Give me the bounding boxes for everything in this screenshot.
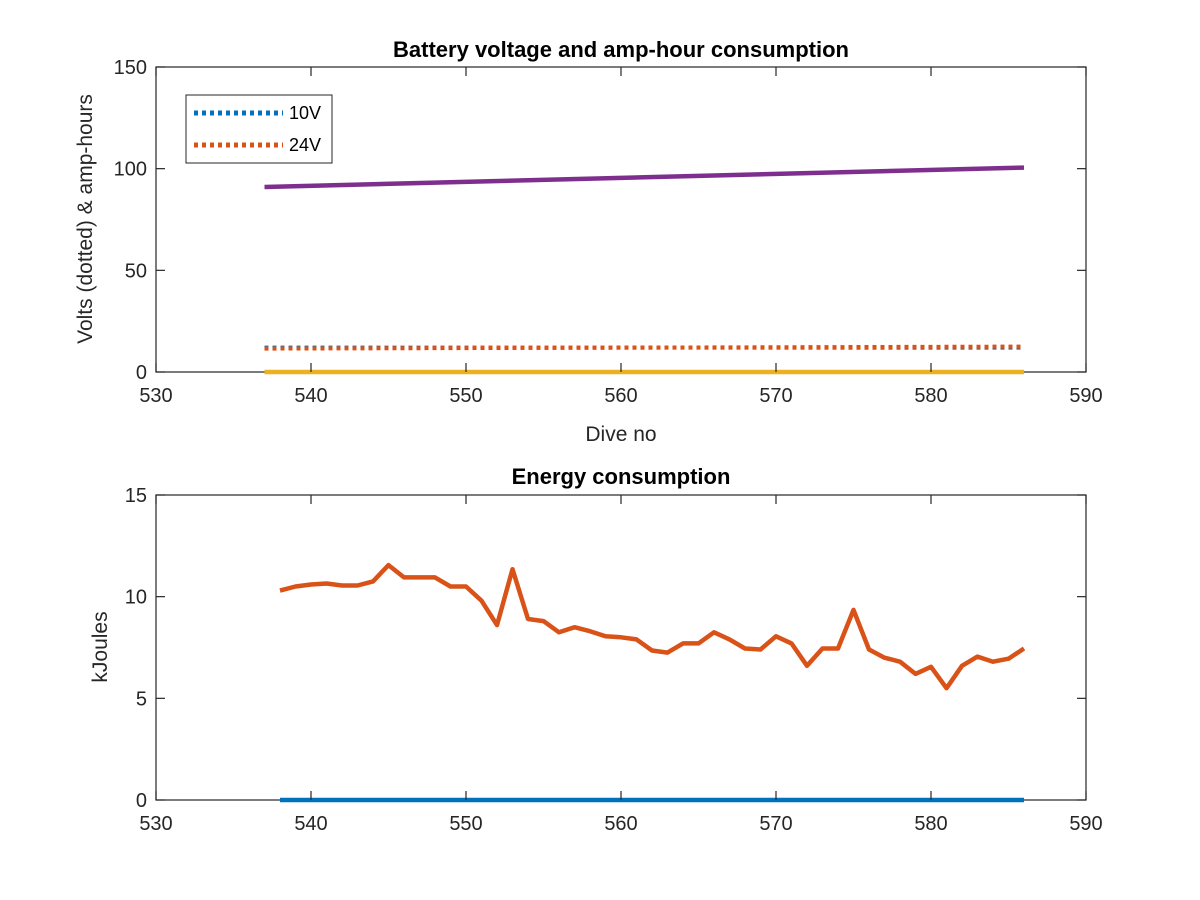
energy-chart-xtick-label: 530 bbox=[139, 813, 172, 835]
voltage-chart-ytick-label: 50 bbox=[125, 260, 147, 282]
energy-chart-xtick-label: 590 bbox=[1069, 813, 1102, 835]
voltage-chart-xtick-label: 570 bbox=[759, 385, 792, 407]
energy-chart-xtick-label: 540 bbox=[294, 813, 327, 835]
voltage-chart-ytick-label: 150 bbox=[114, 57, 147, 79]
voltage-chart-xtick-label: 550 bbox=[449, 385, 482, 407]
legend-label-24v: 24V bbox=[289, 135, 321, 155]
energy-chart-ytick-label: 10 bbox=[125, 587, 147, 609]
voltage-chart-xtick-label: 580 bbox=[914, 385, 947, 407]
energy-chart-ytick-label: 0 bbox=[136, 790, 147, 812]
energy-chart-ytick-label: 5 bbox=[136, 688, 147, 710]
energy-chart-series bbox=[279, 562, 1026, 803]
voltage-chart-legend: 10V 24V bbox=[185, 94, 333, 164]
energy-chart-series-line-2 bbox=[279, 562, 1026, 691]
energy-chart: 530 540 550 560 570 580 590 0 5 10 15 Energy consu… bbox=[89, 464, 1103, 835]
energy-chart-axes bbox=[155, 494, 1087, 801]
voltage-chart: 530 540 550 560 570 580 590 0 50 100 150 Battery v… bbox=[74, 37, 1103, 446]
energy-chart-ylabel: kJoules bbox=[89, 611, 112, 682]
energy-chart-xtick-label: 580 bbox=[914, 813, 947, 835]
voltage-chart-series-line-24v bbox=[264, 344, 1025, 351]
energy-chart-title: Energy consumption bbox=[512, 464, 731, 489]
legend-box bbox=[185, 94, 333, 164]
energy-chart-ticks: 530 540 550 560 570 580 590 0 5 10 15 bbox=[125, 485, 1103, 835]
voltage-chart-ytick-label: 100 bbox=[114, 159, 147, 181]
voltage-chart-xtick-label: 530 bbox=[139, 385, 172, 407]
energy-chart-xtick-label: 550 bbox=[449, 813, 482, 835]
voltage-chart-xlabel: Dive no bbox=[585, 423, 656, 446]
voltage-chart-series bbox=[264, 165, 1025, 375]
voltage-chart-title: Battery voltage and amp-hour consumption bbox=[393, 37, 849, 62]
voltage-chart-ylabel: Volts (dotted) & amp-hours bbox=[74, 94, 97, 344]
legend-label-10v: 10V bbox=[289, 103, 321, 123]
voltage-chart-xtick-label: 540 bbox=[294, 385, 327, 407]
voltage-chart-xtick-label: 590 bbox=[1069, 385, 1102, 407]
energy-chart-xtick-label: 560 bbox=[604, 813, 637, 835]
voltage-chart-ytick-label: 0 bbox=[136, 362, 147, 384]
voltage-chart-xtick-label: 560 bbox=[604, 385, 637, 407]
voltage-chart-ticks: 530 540 550 560 570 580 590 0 50 100 150 bbox=[114, 57, 1103, 407]
voltage-chart-series-line-4 bbox=[264, 165, 1025, 190]
energy-chart-xtick-label: 570 bbox=[759, 813, 792, 835]
energy-chart-ytick-label: 15 bbox=[125, 485, 147, 507]
